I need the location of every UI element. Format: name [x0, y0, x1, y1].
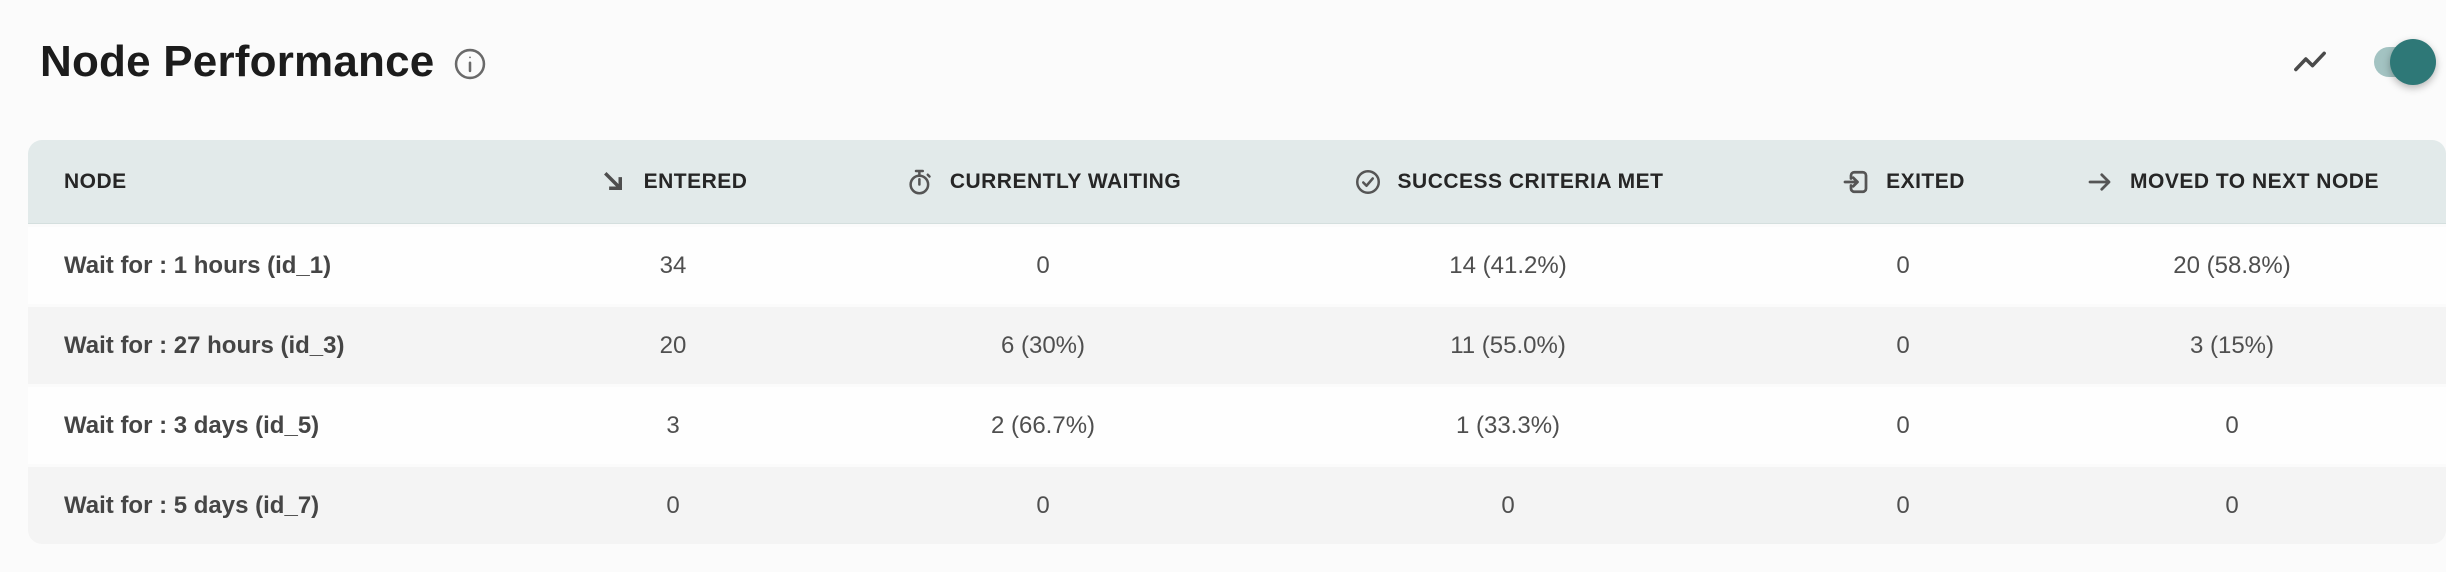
- line-chart-icon[interactable]: [2290, 42, 2330, 82]
- check-circle-icon: [1355, 169, 1380, 194]
- exited-cell: 0: [1896, 491, 1910, 519]
- column-header-moved-to-next-node[interactable]: MOVED TO NEXT NODE: [2018, 167, 2446, 197]
- table-row[interactable]: Wait for : 5 days (id_7) 0 0 0 0 0: [28, 464, 2446, 544]
- success-criteria-met-cell: 11 (55.0%): [1450, 331, 1566, 359]
- table-view-toggle[interactable]: [2374, 39, 2436, 85]
- currently-waiting-cell: 6 (30%): [1000, 331, 1086, 359]
- table-header-row: NODE ENTERED CURRENTLY WAITING: [28, 140, 2446, 224]
- success-criteria-met-cell: 14 (41.2%): [1449, 251, 1567, 279]
- moved-to-next-node-cell: 0: [2225, 491, 2239, 519]
- success-criteria-met-cell: 0: [1501, 491, 1515, 519]
- column-label: ENTERED: [643, 169, 748, 193]
- title-bar: Node Performance: [40, 30, 488, 94]
- toggle-knob[interactable]: [2390, 39, 2436, 85]
- arrow-down-right-icon: [603, 171, 622, 190]
- entered-cell: 20: [659, 331, 687, 359]
- table-row[interactable]: Wait for : 27 hours (id_3) 20 6 (30%) 11…: [28, 304, 2446, 384]
- column-label: NODE: [64, 169, 127, 193]
- currently-waiting-cell: 0: [1036, 491, 1050, 519]
- moved-to-next-node-cell: 0: [2225, 411, 2239, 439]
- success-criteria-met-cell: 1 (33.3%): [1455, 411, 1561, 439]
- node-name-cell: Wait for : 5 days (id_7): [64, 491, 320, 519]
- column-label: EXITED: [1886, 169, 1965, 193]
- column-header-success-criteria-met[interactable]: SUCCESS CRITERIA MET: [1228, 167, 1788, 197]
- node-name-cell: Wait for : 1 hours (id_1): [64, 251, 332, 279]
- exited-cell: 0: [1896, 411, 1910, 439]
- moved-to-next-node-cell: 20 (58.8%): [2173, 251, 2291, 279]
- column-header-entered[interactable]: ENTERED: [488, 167, 858, 197]
- currently-waiting-cell: 0: [1036, 251, 1050, 279]
- column-label: CURRENTLY WAITING: [949, 169, 1182, 193]
- column-header-exited[interactable]: EXITED: [1788, 167, 2018, 197]
- column-header-currently-waiting[interactable]: CURRENTLY WAITING: [858, 167, 1228, 197]
- currently-waiting-cell: 2 (66.7%): [990, 411, 1096, 439]
- arrow-right-icon: [2088, 172, 2111, 191]
- info-icon[interactable]: [452, 46, 488, 82]
- moved-to-next-node-cell: 3 (15%): [2189, 331, 2275, 359]
- entered-cell: 34: [659, 251, 687, 279]
- table-row[interactable]: Wait for : 3 days (id_5) 3 2 (66.7%) 1 (…: [28, 384, 2446, 464]
- page-title: Node Performance: [40, 37, 435, 86]
- exited-cell: 0: [1896, 251, 1910, 279]
- column-header-node[interactable]: NODE: [28, 170, 488, 194]
- node-name-cell: Wait for : 27 hours (id_3): [64, 331, 345, 359]
- column-label: SUCCESS CRITERIA MET: [1397, 169, 1664, 193]
- entered-cell: 0: [666, 491, 680, 519]
- table-row[interactable]: Wait for : 1 hours (id_1) 34 0 14 (41.2%…: [28, 224, 2446, 304]
- column-label: MOVED TO NEXT NODE: [2130, 169, 2379, 193]
- node-name-cell: Wait for : 3 days (id_5): [64, 411, 320, 439]
- exited-cell: 0: [1896, 331, 1910, 359]
- exit-icon: [1843, 170, 1868, 193]
- entered-cell: 3: [666, 411, 680, 439]
- node-performance-table: NODE ENTERED CURRENTLY WAITING: [28, 140, 2446, 544]
- stopwatch-icon: [909, 169, 931, 194]
- view-controls: [2290, 30, 2438, 94]
